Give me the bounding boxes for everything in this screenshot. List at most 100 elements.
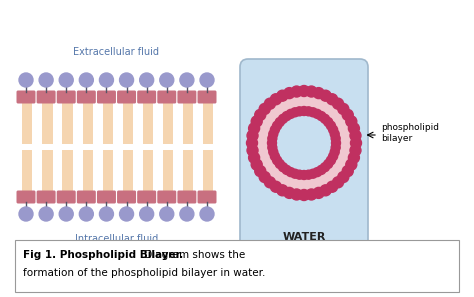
Bar: [128, 102, 133, 144]
Circle shape: [350, 145, 361, 156]
Bar: [168, 150, 173, 192]
Bar: [67, 102, 73, 144]
Circle shape: [306, 86, 317, 97]
FancyBboxPatch shape: [17, 190, 36, 203]
Circle shape: [275, 159, 284, 168]
FancyBboxPatch shape: [15, 240, 459, 292]
Circle shape: [270, 181, 282, 192]
Circle shape: [273, 121, 282, 130]
Bar: [82, 102, 88, 144]
Circle shape: [313, 109, 322, 119]
FancyBboxPatch shape: [240, 59, 368, 275]
Bar: [108, 102, 113, 144]
Circle shape: [333, 177, 344, 188]
Bar: [63, 150, 68, 192]
Circle shape: [272, 111, 336, 175]
FancyBboxPatch shape: [97, 190, 116, 203]
Circle shape: [264, 177, 275, 188]
Circle shape: [350, 138, 362, 148]
FancyBboxPatch shape: [36, 190, 55, 203]
Bar: [203, 150, 209, 192]
FancyBboxPatch shape: [137, 190, 156, 203]
Circle shape: [119, 207, 134, 221]
Circle shape: [160, 73, 174, 87]
Circle shape: [255, 109, 266, 120]
Circle shape: [330, 148, 339, 157]
Circle shape: [259, 172, 270, 183]
Circle shape: [342, 166, 353, 177]
Circle shape: [328, 125, 337, 134]
FancyBboxPatch shape: [117, 190, 136, 203]
Circle shape: [270, 125, 279, 134]
Text: Extracellular fluid: Extracellular fluid: [73, 47, 159, 57]
Bar: [168, 102, 173, 144]
Circle shape: [300, 170, 309, 179]
Text: WATER: WATER: [283, 232, 326, 242]
FancyBboxPatch shape: [57, 91, 76, 103]
Circle shape: [327, 121, 336, 130]
Text: formation of the phospholipid bilayer in water.: formation of the phospholipid bilayer in…: [23, 268, 265, 278]
Circle shape: [309, 108, 318, 117]
Circle shape: [140, 207, 154, 221]
Circle shape: [309, 169, 318, 178]
FancyBboxPatch shape: [97, 91, 116, 103]
Circle shape: [295, 170, 304, 179]
Circle shape: [248, 123, 260, 134]
Circle shape: [59, 207, 73, 221]
Circle shape: [282, 112, 291, 121]
Circle shape: [324, 118, 333, 127]
Bar: [47, 102, 53, 144]
Circle shape: [313, 88, 324, 99]
FancyBboxPatch shape: [177, 190, 196, 203]
Circle shape: [269, 129, 278, 138]
FancyBboxPatch shape: [157, 91, 176, 103]
Circle shape: [291, 108, 300, 117]
Circle shape: [291, 86, 302, 97]
FancyBboxPatch shape: [36, 91, 55, 103]
Bar: [183, 102, 189, 144]
Circle shape: [275, 118, 284, 127]
Text: Fig 1. Phospholipid Bilayer.: Fig 1. Phospholipid Bilayer.: [23, 250, 183, 260]
Circle shape: [327, 181, 337, 192]
Circle shape: [248, 152, 260, 163]
Wedge shape: [252, 91, 356, 195]
Circle shape: [79, 73, 93, 87]
Circle shape: [140, 73, 154, 87]
Bar: [183, 150, 189, 192]
Circle shape: [291, 189, 302, 200]
Circle shape: [320, 114, 329, 123]
Circle shape: [350, 130, 361, 141]
FancyBboxPatch shape: [198, 190, 217, 203]
Circle shape: [247, 145, 258, 156]
Circle shape: [180, 207, 194, 221]
Circle shape: [300, 107, 309, 116]
Circle shape: [346, 116, 357, 127]
Circle shape: [119, 73, 134, 87]
Bar: [188, 150, 193, 192]
Circle shape: [333, 98, 344, 109]
Circle shape: [282, 165, 291, 174]
Circle shape: [255, 166, 266, 177]
Circle shape: [251, 116, 262, 127]
Circle shape: [39, 73, 53, 87]
FancyBboxPatch shape: [198, 91, 217, 103]
Circle shape: [317, 165, 326, 174]
Bar: [123, 150, 128, 192]
FancyBboxPatch shape: [17, 91, 36, 103]
Bar: [103, 102, 108, 144]
Bar: [67, 150, 73, 192]
Circle shape: [246, 138, 257, 148]
Circle shape: [284, 88, 295, 99]
Bar: [203, 102, 209, 144]
Bar: [163, 150, 169, 192]
Circle shape: [267, 138, 276, 148]
Circle shape: [313, 168, 322, 177]
Circle shape: [277, 90, 288, 101]
Circle shape: [200, 207, 214, 221]
Circle shape: [284, 187, 295, 198]
Circle shape: [295, 107, 304, 116]
Circle shape: [180, 73, 194, 87]
Bar: [87, 102, 93, 144]
Bar: [87, 150, 93, 192]
Circle shape: [273, 156, 282, 165]
